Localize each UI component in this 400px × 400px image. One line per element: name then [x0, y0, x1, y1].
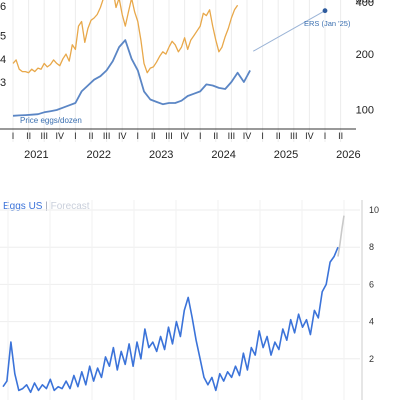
quarter-tick-label: II	[26, 131, 31, 141]
chart-legend: Eggs US | Forecast	[3, 201, 90, 212]
eggs-us-line	[2, 246, 339, 394]
y-axis-tick-label: 8	[369, 242, 374, 252]
ers-annotation: ERS (Jan '25)	[304, 19, 351, 28]
quarter-tick-label: III	[165, 131, 173, 141]
left-axis-tick-label: 4	[0, 54, 6, 66]
quarter-tick-label: III	[40, 131, 48, 141]
year-tick-label: 2022	[87, 149, 111, 161]
y-axis-tick-label: 2	[369, 354, 374, 364]
quarter-tick-label: IV	[56, 131, 65, 141]
price-annotation: Price eggs/dozen	[20, 116, 82, 125]
quarter-tick-label: I	[324, 131, 327, 141]
quarter-tick-label: III	[290, 131, 298, 141]
right-axis-tick-label: 100	[356, 105, 374, 117]
left-axis-tick-label: 5	[0, 30, 6, 42]
quarter-tick-label: I	[137, 131, 140, 141]
ers-forecast-line	[252, 10, 326, 52]
right-axis-tick-label: 400	[356, 0, 374, 9]
quarter-tick-label: IV	[305, 131, 314, 141]
right-axis-tick-label: 300	[356, 0, 374, 6]
year-tick-label: 2026	[336, 149, 360, 161]
quarter-tick-label: III	[228, 131, 236, 141]
quarter-tick-label: IV	[243, 131, 252, 141]
quarter-tick-label: III	[103, 131, 111, 141]
year-tick-label: 2021	[24, 149, 48, 161]
left-axis-tick-label: 6	[0, 1, 6, 13]
quarter-tick-label: II	[88, 131, 93, 141]
quarter-tick-label: I	[199, 131, 202, 141]
y-axis-tick-label: 4	[369, 317, 374, 327]
legend-eggs-us: Eggs US	[3, 201, 43, 212]
series-line-price	[12, 39, 251, 117]
quarter-tick-label: II	[213, 131, 218, 141]
quarter-tick-label: II	[151, 131, 156, 141]
series-line-orange	[12, 0, 239, 74]
egg-price-quarterly-chart: 3456100200300400IIIIIIIVIIIIIIIVIIIIIIIV…	[0, 0, 374, 161]
y-axis-tick-label: 10	[369, 205, 379, 215]
quarter-tick-label: I	[74, 131, 77, 141]
quarter-tick-label: IV	[180, 131, 189, 141]
quarter-tick-label: IV	[118, 131, 127, 141]
eggs-us-chart: 2 4 6 8 10	[0, 200, 379, 400]
forecast-line	[337, 215, 345, 257]
quarter-tick-label: I	[261, 131, 264, 141]
year-tick-label: 2025	[274, 149, 298, 161]
right-axis-tick-label: 200	[356, 49, 374, 61]
left-axis-tick-label: 3	[0, 77, 6, 89]
legend-forecast: Forecast	[50, 201, 90, 212]
ers-forecast-point	[322, 8, 328, 14]
y-axis-tick-label: 6	[369, 279, 374, 289]
year-tick-label: 2023	[149, 149, 173, 161]
quarter-tick-label: II	[276, 131, 281, 141]
legend-separator: |	[45, 201, 48, 212]
quarter-tick-label: II	[338, 131, 343, 141]
year-tick-label: 2024	[211, 149, 235, 161]
quarter-tick-label: I	[12, 131, 15, 141]
